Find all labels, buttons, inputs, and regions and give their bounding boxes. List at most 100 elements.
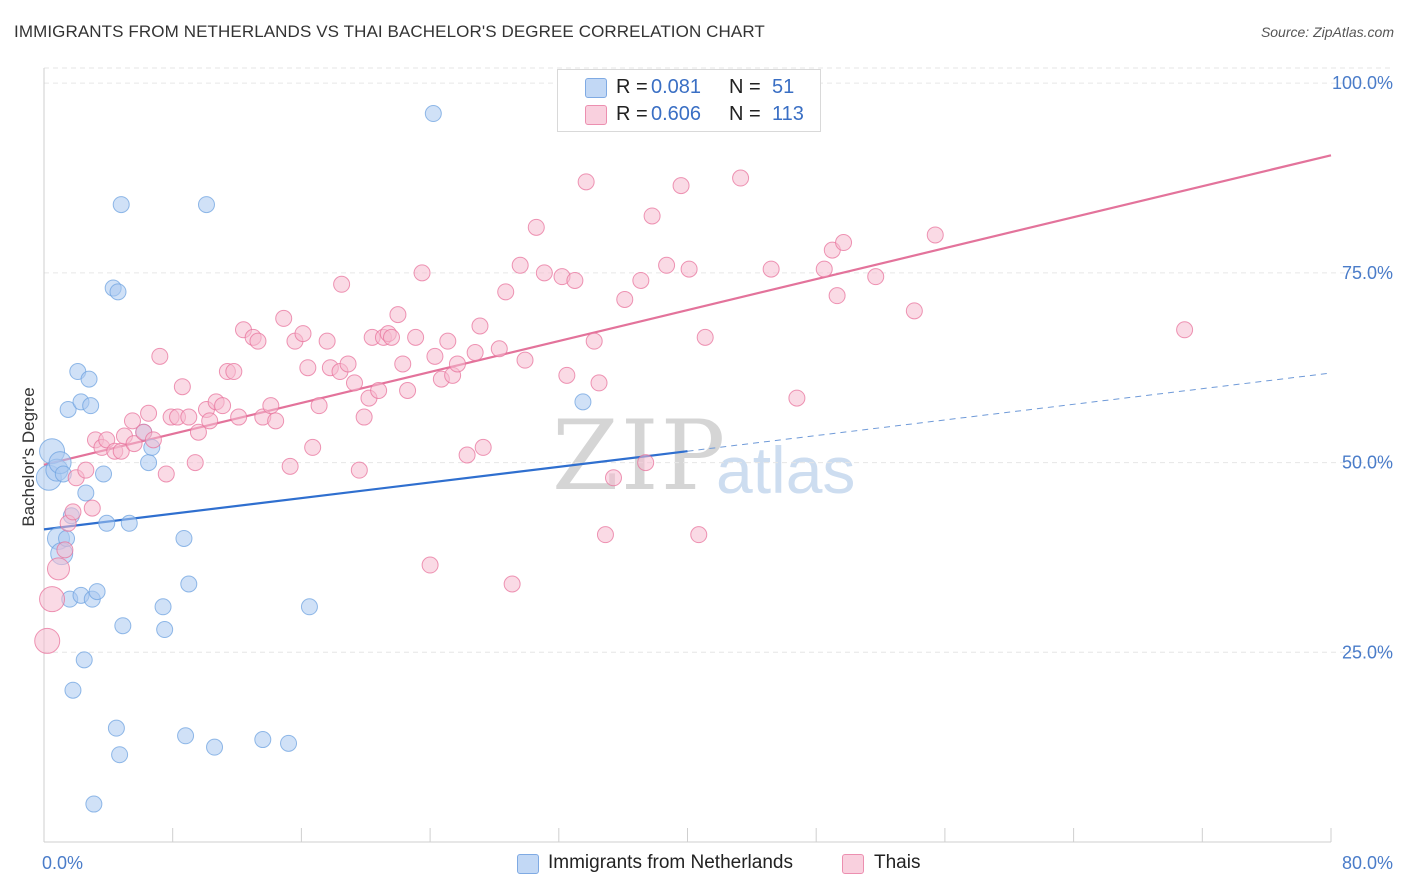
- netherlands-point: [280, 734, 298, 752]
- thais-point: [140, 404, 158, 422]
- thais-point: [926, 226, 944, 244]
- thais-point: [474, 438, 492, 456]
- thais-point: [448, 355, 466, 373]
- bottom-legend-label-netherlands: Immigrants from Netherlands: [548, 852, 793, 873]
- thais-point: [577, 173, 595, 191]
- netherlands-point: [177, 727, 195, 745]
- y-tick-label: 50.0%: [1342, 453, 1393, 473]
- thais-point: [590, 374, 608, 392]
- netherlands-point: [95, 465, 113, 483]
- netherlands-point: [140, 454, 158, 472]
- thais-point: [370, 382, 388, 399]
- thais-point: [497, 283, 515, 301]
- netherlands-point: [114, 617, 132, 635]
- bottom-legend-swatch-thais: [842, 854, 864, 874]
- thais-point: [511, 256, 529, 274]
- thais-point: [439, 332, 457, 350]
- thais-point: [382, 328, 400, 346]
- watermark-atlas: atlas: [716, 433, 856, 507]
- thais-point: [407, 328, 425, 346]
- thais-point: [304, 438, 322, 456]
- thais-point: [426, 347, 444, 365]
- watermark-zip: ZIP: [552, 400, 728, 512]
- legend-row-netherlands: R = 0.081 N = 51: [558, 74, 820, 102]
- thais-point: [225, 363, 243, 381]
- thais-point: [249, 332, 267, 350]
- thais-point: [421, 556, 439, 574]
- thais-point: [394, 355, 412, 373]
- netherlands-point: [254, 731, 272, 749]
- netherlands-point: [424, 105, 442, 123]
- thais-point: [318, 332, 336, 350]
- netherlands-point: [156, 621, 174, 639]
- thais-point: [604, 469, 622, 487]
- thais-point: [680, 260, 698, 278]
- legend-n-label: N =: [729, 76, 761, 98]
- thais-point: [696, 328, 714, 346]
- thais-point: [56, 541, 74, 559]
- netherlands-point: [206, 738, 224, 756]
- netherlands-point: [85, 795, 103, 813]
- netherlands-point: [300, 598, 318, 616]
- thais-point: [471, 317, 489, 335]
- thais-point: [637, 454, 655, 472]
- thais-point: [355, 408, 373, 426]
- thais-point: [690, 526, 708, 544]
- thais-point: [527, 218, 545, 236]
- thais-point: [732, 169, 750, 187]
- thais-point: [490, 340, 508, 358]
- thais-point: [151, 347, 169, 365]
- thais-point: [180, 408, 198, 426]
- thais-point: [867, 268, 885, 286]
- legend-n-value: 51: [772, 76, 795, 98]
- thais-point: [214, 397, 232, 415]
- thais-point: [34, 627, 61, 654]
- trend-lines: [43, 154, 1332, 531]
- thais-point: [458, 446, 476, 464]
- thais-point: [345, 374, 363, 392]
- netherlands-point: [574, 393, 592, 411]
- thais-point: [125, 435, 143, 453]
- thais-point: [399, 382, 417, 399]
- stats-legend: R = 0.081 N = 51 R = 0.606 N = 113: [557, 69, 821, 132]
- x-tick-label: 80.0%: [1342, 853, 1393, 873]
- bottom-legend-swatch-netherlands: [517, 854, 539, 874]
- bottom-legend-label-thais: Thais: [874, 852, 921, 873]
- thais-point: [83, 499, 101, 517]
- netherlands-point: [77, 484, 95, 502]
- netherlands-point: [75, 651, 93, 669]
- thais-point: [46, 557, 70, 581]
- thais-point: [262, 397, 280, 415]
- netherlands-point: [80, 370, 98, 388]
- thais-point: [333, 275, 351, 293]
- thais-point: [643, 207, 661, 225]
- thais-point: [173, 378, 191, 396]
- y-tick-label: 25.0%: [1342, 642, 1393, 662]
- netherlands-point: [175, 529, 193, 547]
- tick-labels: 25.0% 50.0% 75.0% 100.0% 0.0% 80.0%: [42, 73, 1393, 873]
- legend-r-label: R =: [616, 103, 648, 125]
- thais-point: [230, 408, 248, 426]
- gridlines: [44, 67, 1391, 653]
- netherlands-point: [154, 598, 172, 616]
- legend-r-value: 0.606: [651, 103, 702, 125]
- netherlands-point: [120, 514, 138, 532]
- thais-point: [350, 461, 368, 479]
- thais-point: [39, 586, 66, 613]
- thais-point: [189, 423, 207, 441]
- thais-point: [835, 234, 853, 252]
- legend-r-label: R =: [616, 76, 648, 98]
- thais-point: [267, 412, 285, 430]
- netherlands-point: [98, 514, 116, 532]
- netherlands-point: [111, 746, 129, 764]
- thais-point: [275, 309, 293, 327]
- thais-point: [466, 344, 484, 362]
- y-axis-label: Bachelor's Degree: [19, 387, 38, 526]
- thais-point: [389, 306, 407, 324]
- thais-point: [815, 260, 833, 278]
- netherlands-point: [107, 719, 125, 737]
- source-label: Source: ZipAtlas.com: [1260, 24, 1394, 40]
- data-points: [34, 105, 1194, 813]
- netherlands-point: [197, 196, 215, 214]
